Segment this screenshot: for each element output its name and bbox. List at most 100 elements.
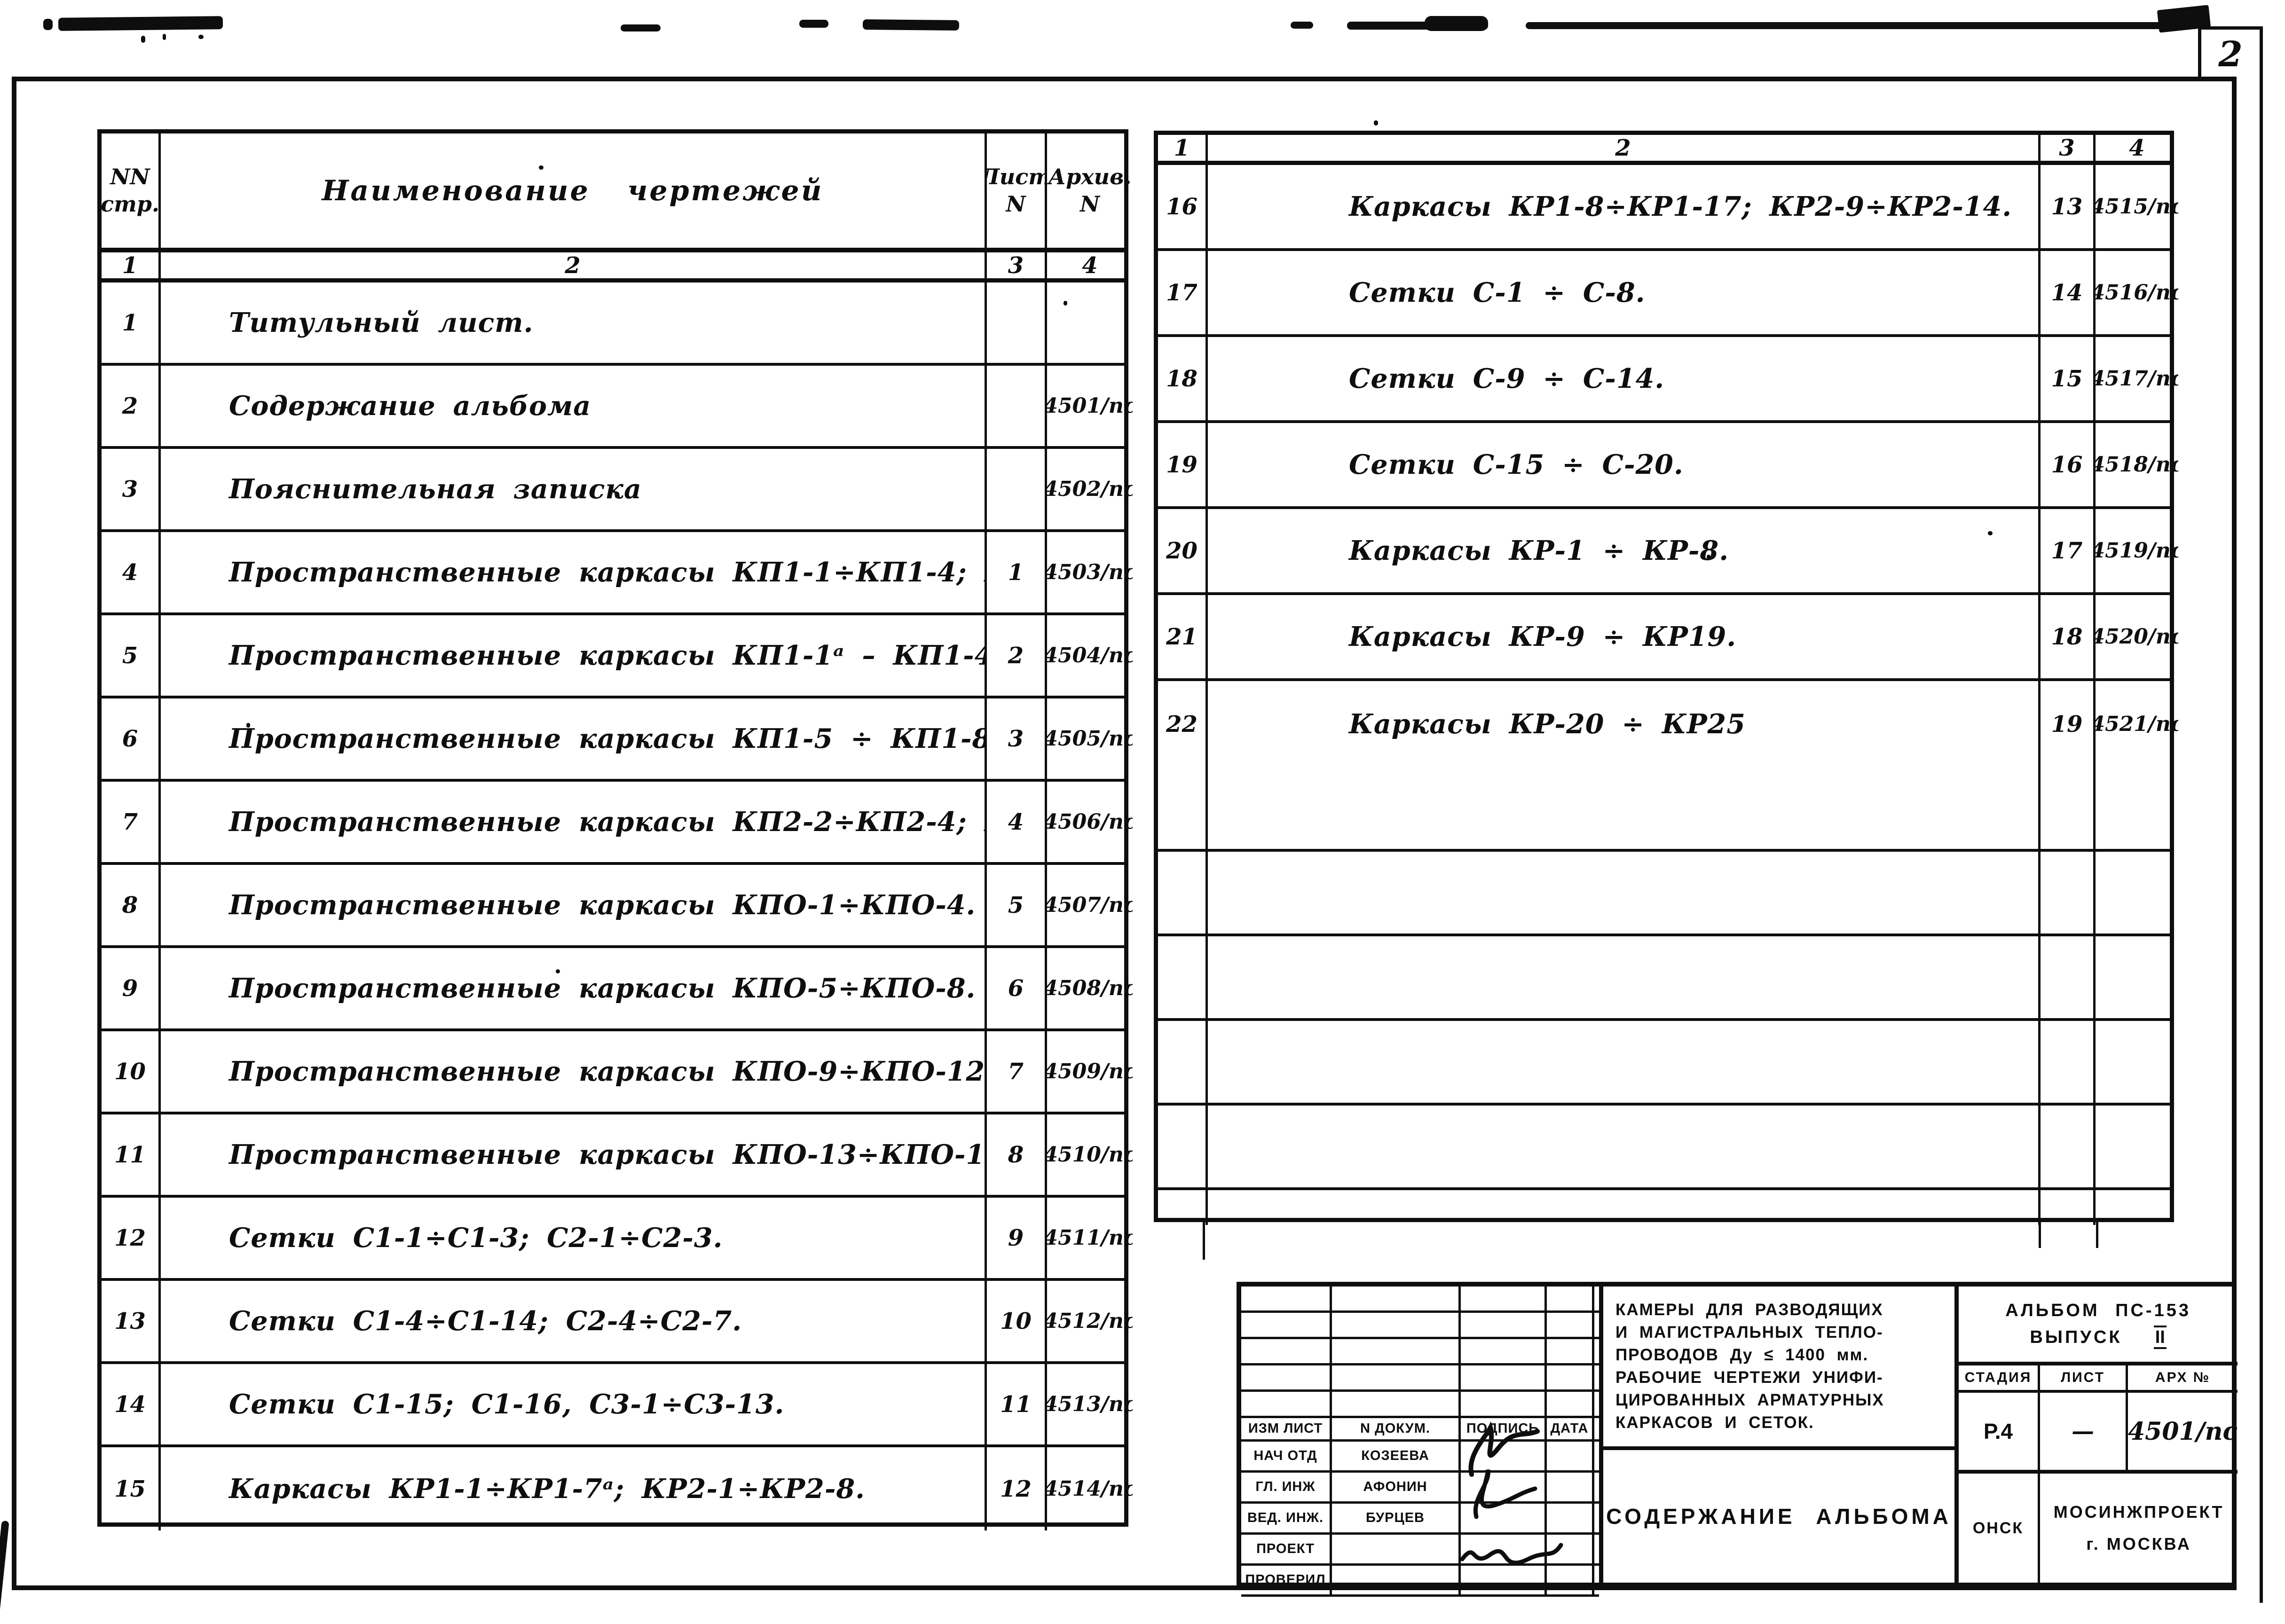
drawing-name: Пространственные каркасы КПО-5÷КПО-8. [161, 948, 987, 1028]
revision-row [1241, 1365, 1599, 1392]
row-number: 15 [102, 1447, 161, 1530]
row-number: 5 [102, 615, 161, 696]
sheet-border-frame [12, 77, 2237, 1590]
person-name: КОЗЕЕВА [1332, 1442, 1461, 1470]
signature-cell [1461, 1535, 1547, 1563]
row-number: 13 [102, 1281, 161, 1361]
drawing-name: Титульный лист. [161, 282, 987, 363]
sheet-number: 6 [987, 948, 1047, 1028]
revision-row [1241, 1339, 1599, 1365]
table-row: 19 Сетки С-15 ÷ С-20. 16 4518/пс [1158, 423, 2178, 509]
archive-number: 4520/пс [2096, 625, 2178, 649]
table-row: 22 Каркасы КР-20 ÷ КР25 19 4521/пс [1158, 681, 2178, 767]
sheet-number: 18 [2041, 595, 2096, 678]
archive-number: 4506/пс [1047, 810, 1133, 834]
date-cell [1547, 1566, 1594, 1594]
table-row: 15 Каркасы КР1-1÷КР1-7ᵃ; КР2-1÷КР2-8. 12… [102, 1447, 1133, 1530]
sign-grid-header: ИЗМ ЛИСТ N ДОКУМ. ПОДПИСЬ ДАТА [1241, 1418, 1599, 1442]
archive-number: 4511/пс [1047, 1226, 1133, 1250]
row-number: 17 [1158, 251, 1208, 334]
row-number: 19 [1158, 423, 1208, 506]
document-title: СОДЕРЖАНИЕ АЛЬБОМА [1606, 1504, 1952, 1529]
table-body: 1 Титульный лист. 2 Содержание альбома 4… [102, 282, 1133, 1530]
archive-number: 4508/пс [1047, 976, 1133, 1000]
column-number-row: 1 2 3 4 [1158, 135, 2170, 165]
row-number: 16 [1158, 165, 1208, 248]
project-title: КАМЕРЫ ДЛЯ РАЗВОДЯЩИХ И МАГИСТРАЛЬНЫХ ТЕ… [1603, 1287, 1954, 1450]
stage-header-row: СТАДИЯ ЛИСТ АРХ № [1959, 1365, 2238, 1393]
table-row: 10 Пространственные каркасы КПО-9÷КПО-12… [102, 1031, 1133, 1114]
table-row: 13 Сетки С1-4÷С1-14; С2-4÷С2-7. 10 4512/… [102, 1281, 1133, 1364]
sheet-number [987, 449, 1047, 529]
sheet-number: 8 [987, 1114, 1047, 1195]
sheet-number: 10 [987, 1281, 1047, 1361]
signature-cell [1461, 1473, 1547, 1501]
table-row: 7 Пространственные каркасы КП2-2÷КП2-4; … [102, 782, 1133, 865]
drawing-name: Каркасы КР1-8÷КР1-17; КР2-9÷КР2-14. [1208, 165, 2041, 248]
drawing-name: Пространственные каркасы КП1-1ᵃ – КП1-4ᵃ… [161, 615, 987, 696]
drawing-name: Пространственные каркасы КП1-5 ÷ КП1-8. [161, 698, 987, 779]
sign-row: ВЕД. ИНЖ. БУРЦЕВ [1241, 1504, 1599, 1535]
column-number-row: 1 2 3 4 [102, 252, 1124, 282]
row-number: 18 [1158, 337, 1208, 420]
role-label: НАЧ ОТД [1241, 1442, 1332, 1470]
archive-number [1047, 282, 1133, 363]
album-number: АЛЬБОМ ПС-153 [2005, 1301, 2191, 1320]
sheet-number: 19 [2041, 681, 2096, 767]
sign-row: ПРОЕКТ [1241, 1535, 1599, 1566]
grid-line-tail [2096, 1222, 2098, 1248]
grid-line-tail [1203, 1222, 1205, 1260]
stamp-middle: КАМЕРЫ ДЛЯ РАЗВОДЯЩИХ И МАГИСТРАЛЬНЫХ ТЕ… [1603, 1287, 1959, 1583]
archive-number: 4517/пс [2096, 367, 2178, 391]
role-label: ВЕД. ИНЖ. [1241, 1504, 1332, 1532]
revision-row [1241, 1287, 1599, 1313]
title-block: ИЗМ ЛИСТ N ДОКУМ. ПОДПИСЬ ДАТА НАЧ ОТД К… [1237, 1282, 2238, 1597]
drawing-name: Пространственные каркасы КП1-1÷КП1-4; КП… [161, 532, 987, 612]
row-number: 9 [102, 948, 161, 1028]
sheet-number: 4 [987, 782, 1047, 862]
drawing-name: Каркасы КР-9 ÷ КР19. [1208, 595, 2041, 678]
contents-table-left: NN стр. Наименование чертежей Лист N Арх… [97, 129, 1133, 1530]
empty-row [1158, 1190, 2170, 1225]
drawing-name: Пространственные каркасы КПО-13÷КПО-16. [161, 1114, 987, 1195]
table-row: 11 Пространственные каркасы КПО-13÷КПО-1… [102, 1114, 1133, 1198]
drawing-name: Пояснительная записка [161, 449, 987, 529]
sign-row: ПРОВЕРИЛ [1241, 1566, 1599, 1597]
empty-row [1158, 852, 2170, 936]
row-number: 2 [102, 366, 161, 446]
table-row: 16 Каркасы КР1-8÷КР1-17; КР2-9÷КР2-14. 1… [1158, 165, 2178, 251]
table-header-row: NN стр. Наименование чертежей Лист N Арх… [102, 133, 1131, 252]
sign-rows: НАЧ ОТД КОЗЕЕВА ГЛ. ИНЖ АФОНИН ВЕД. ИН [1241, 1442, 1599, 1597]
row-number: 14 [102, 1364, 161, 1444]
issue-numeral: II [2153, 1326, 2167, 1349]
drawing-name: Сетки С-15 ÷ С-20. [1208, 423, 2041, 506]
sheet-number: 7 [987, 1031, 1047, 1112]
header-nn-str: NN стр. [102, 133, 161, 248]
row-number: 6 [102, 698, 161, 779]
table-row: 9 Пространственные каркасы КПО-5÷КПО-8. … [102, 948, 1133, 1031]
department: ОНСК [1959, 1474, 2040, 1583]
row-number: 8 [102, 865, 161, 945]
table-row: 14 Сетки С1-15; С1-16, С3-1÷С3-13. 11 45… [102, 1364, 1133, 1447]
table-body: 16 Каркасы КР1-8÷КР1-17; КР2-9÷КР2-14. 1… [1158, 165, 2178, 767]
empty-row [1158, 1021, 2170, 1106]
sheet-number: 9 [987, 1198, 1047, 1278]
archive-number: 4504/пс [1047, 643, 1133, 667]
sheet-number: 3 [987, 698, 1047, 779]
empty-row [1158, 936, 2170, 1021]
date-cell [1547, 1504, 1594, 1532]
archive-number: 4510/пс [1047, 1143, 1133, 1167]
signature-cell [1461, 1442, 1547, 1470]
drawing-name: Каркасы КР-1 ÷ КР-8. [1208, 509, 2041, 592]
role-label: ГЛ. ИНЖ [1241, 1473, 1332, 1501]
table-row: 4 Пространственные каркасы КП1-1÷КП1-4; … [102, 532, 1133, 615]
date-cell [1547, 1442, 1594, 1470]
sheet-number: 2 [987, 615, 1047, 696]
sheet-number: 16 [2041, 423, 2096, 506]
drawing-name: Пространственные каркасы КПО-1÷КПО-4. [161, 865, 987, 945]
table-row: 5 Пространственные каркасы КП1-1ᵃ – КП1-… [102, 615, 1133, 698]
table-row: 18 Сетки С-9 ÷ С-14. 15 4517/пс [1158, 337, 2178, 423]
row-number: 11 [102, 1114, 161, 1195]
